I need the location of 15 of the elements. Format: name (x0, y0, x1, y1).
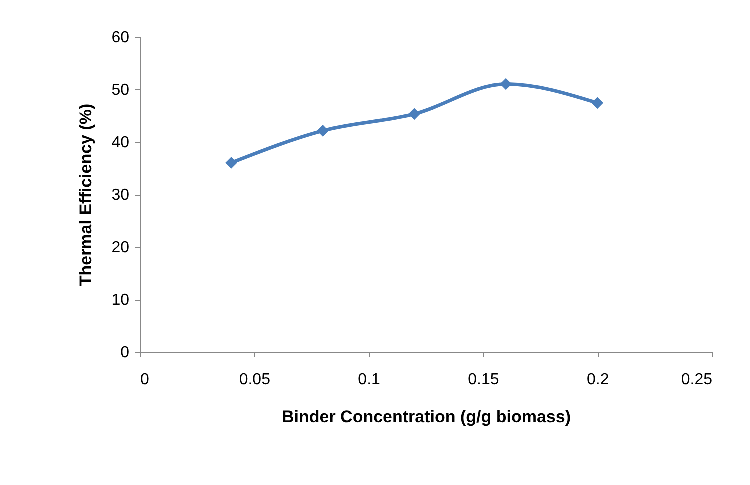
x-tick-label: 0.25 (681, 372, 713, 388)
y-tick-label: 20 (112, 240, 130, 256)
y-tick-label: 50 (112, 82, 130, 99)
x-axis-title: Binder Concentration (g/g biomass) (282, 408, 572, 426)
y-tick-label: 10 (112, 292, 130, 309)
y-tick-label: 0 (120, 344, 130, 362)
x-tick-label: 0.1 (358, 372, 381, 388)
x-tick-label: 0.05 (239, 372, 271, 388)
y-tick-label: 30 (112, 187, 130, 204)
y-tick-label: 60 (112, 30, 130, 46)
y-axis-title: Thermal Efficiency (%) (76, 104, 96, 286)
x-tick-label: 0 (140, 372, 150, 388)
x-tick-label: 0.2 (586, 372, 610, 388)
y-tick-label: 40 (112, 134, 130, 152)
x-tick-label: 0.15 (468, 372, 500, 388)
